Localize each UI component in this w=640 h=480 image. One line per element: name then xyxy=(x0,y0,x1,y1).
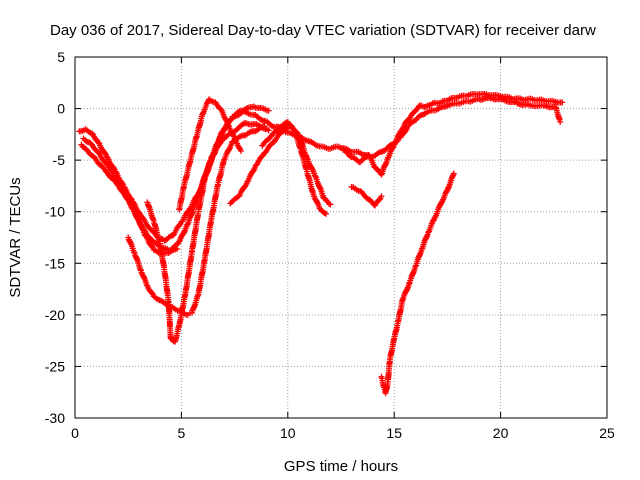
x-tick-label: 10 xyxy=(280,425,296,441)
data-point xyxy=(559,99,566,106)
data-point xyxy=(95,139,102,146)
data-point xyxy=(265,127,272,134)
x-tick-label: 25 xyxy=(599,425,615,441)
y-axis-label: SDTVAR / TECUs xyxy=(7,177,24,297)
data-point xyxy=(244,178,251,185)
data-point-marker xyxy=(149,243,156,250)
y-tick-label: -20 xyxy=(45,307,65,323)
data-point xyxy=(125,196,132,203)
data-point-marker xyxy=(386,142,393,149)
data-point-marker xyxy=(90,153,97,160)
y-tick-label: -15 xyxy=(45,255,65,271)
data-point xyxy=(378,193,385,200)
data-point xyxy=(220,126,227,133)
x-tick-label: 0 xyxy=(71,425,79,441)
series-track-5 xyxy=(144,103,272,345)
data-point xyxy=(220,157,227,164)
data-point-marker xyxy=(326,200,333,207)
data-point-marker xyxy=(218,131,225,138)
data-point xyxy=(450,170,457,177)
y-tick-label: 0 xyxy=(57,101,65,117)
data-point-marker xyxy=(321,210,328,217)
data-point xyxy=(133,212,140,219)
series-track-10 xyxy=(340,90,566,178)
data-point-marker xyxy=(389,144,396,151)
y-tick-label: -10 xyxy=(45,204,65,220)
x-tick-label: 5 xyxy=(178,425,186,441)
data-point xyxy=(235,193,242,200)
series-track-13 xyxy=(378,170,457,397)
data-point xyxy=(323,210,330,217)
data-point xyxy=(327,201,334,208)
data-point xyxy=(557,118,564,125)
data-point xyxy=(225,122,232,129)
data-point xyxy=(265,107,272,114)
data-point xyxy=(174,245,181,252)
series-track-6 xyxy=(176,96,244,213)
y-tick-label: -5 xyxy=(53,152,66,168)
data-point-marker xyxy=(148,290,155,297)
data-point xyxy=(114,181,121,188)
x-tick-label: 20 xyxy=(493,425,509,441)
y-tick-label: -30 xyxy=(45,410,65,426)
series-track-11 xyxy=(397,94,564,141)
data-point-marker xyxy=(376,196,383,203)
y-tick-label: 5 xyxy=(57,49,65,65)
data-point-marker xyxy=(230,132,237,139)
data-point xyxy=(261,123,268,130)
x-axis-label: GPS time / hours xyxy=(284,458,398,475)
chart-title: Day 036 of 2017, Sidereal Day-to-day VTE… xyxy=(50,22,596,39)
y-tick-label: -25 xyxy=(45,358,65,374)
data-point xyxy=(237,147,244,154)
data-point xyxy=(89,130,96,137)
plot-frame xyxy=(74,56,608,419)
series-track-12 xyxy=(348,183,385,209)
x-tick-label: 15 xyxy=(386,425,402,441)
